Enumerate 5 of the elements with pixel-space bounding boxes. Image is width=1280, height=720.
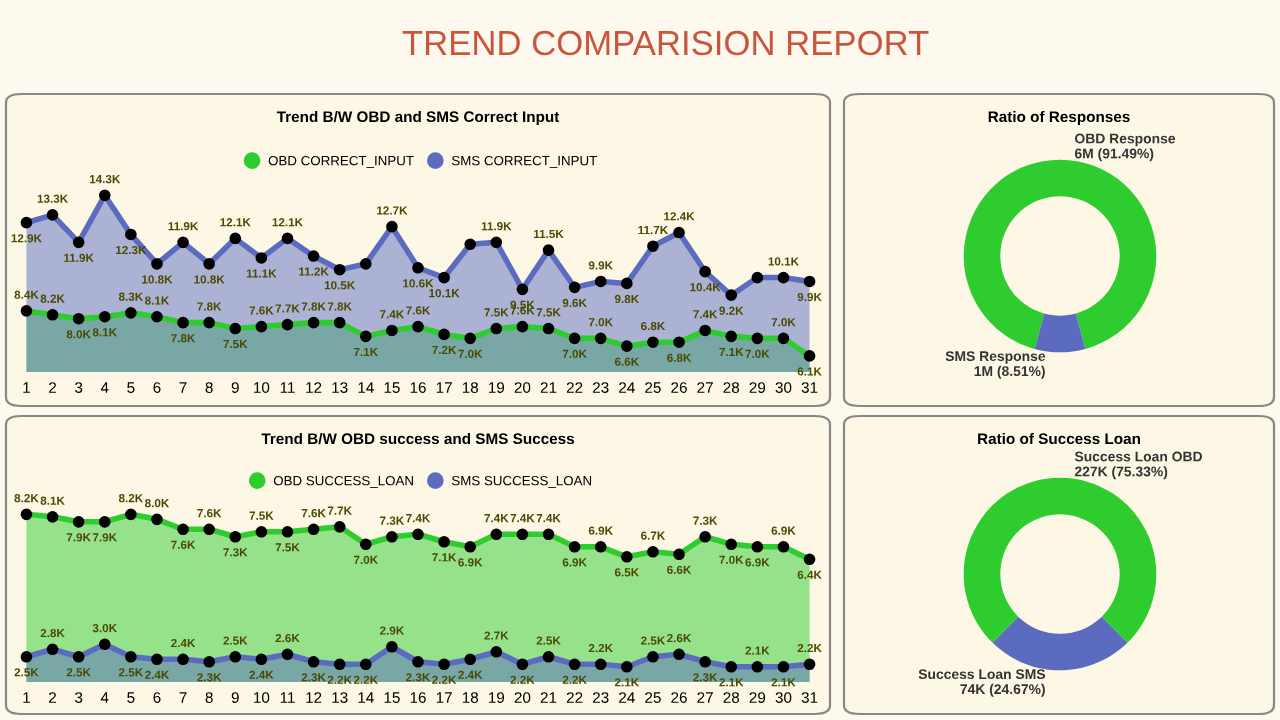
donut-slice [992, 616, 1128, 671]
text: TREND COMPARISION REPORT [402, 30, 929, 56]
donut-slice [963, 477, 1157, 643]
donut-slice [1034, 313, 1086, 353]
donut-slice [963, 159, 1157, 349]
